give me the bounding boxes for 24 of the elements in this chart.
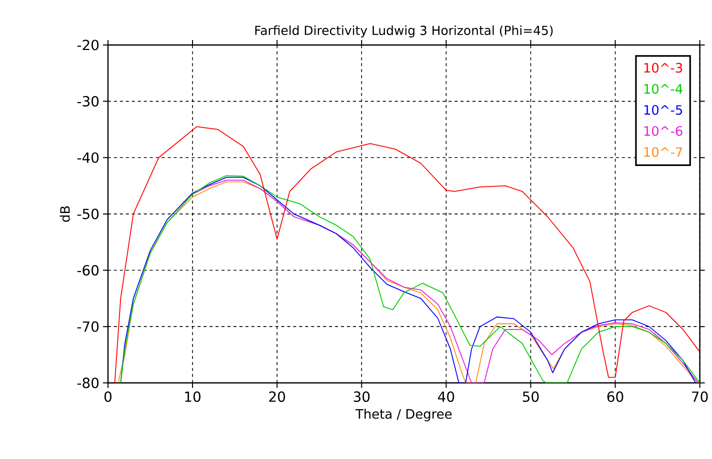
x-tick-label: 30 bbox=[354, 391, 370, 402]
text: 10^-5 bbox=[644, 105, 682, 115]
text: 10^-6 bbox=[644, 126, 682, 136]
y-tick-label: -50 bbox=[77, 208, 99, 220]
x-tick-label: 0 bbox=[104, 391, 112, 402]
y-tick-label: -80 bbox=[77, 378, 99, 388]
x-tick-label: 70 bbox=[692, 391, 708, 402]
line-series bbox=[114, 126, 700, 383]
x-tick-label: 10 bbox=[185, 391, 200, 402]
y-tick-label: -20 bbox=[77, 40, 99, 50]
y-axis-title: dB bbox=[60, 206, 70, 222]
text: 10^-7 bbox=[644, 147, 682, 158]
x-tick-label: 60 bbox=[607, 391, 624, 402]
chart-title: Farfield Directivity Ludwig 3 Horizontal (Phi=45) bbox=[255, 25, 553, 38]
y-tick-label: -30 bbox=[77, 96, 99, 107]
x-tick-label: 20 bbox=[269, 391, 286, 402]
x-tick-label: 40 bbox=[438, 391, 454, 402]
x-tick-label: 50 bbox=[522, 391, 539, 402]
x-axis-title: Theta / Degree bbox=[355, 408, 452, 422]
text: 10^-3 bbox=[644, 62, 682, 73]
y-tick-label: -60 bbox=[77, 265, 99, 276]
text: 10^-4 bbox=[644, 84, 682, 94]
y-tick-label: -40 bbox=[77, 152, 99, 163]
y-tick-label: -70 bbox=[77, 321, 99, 332]
